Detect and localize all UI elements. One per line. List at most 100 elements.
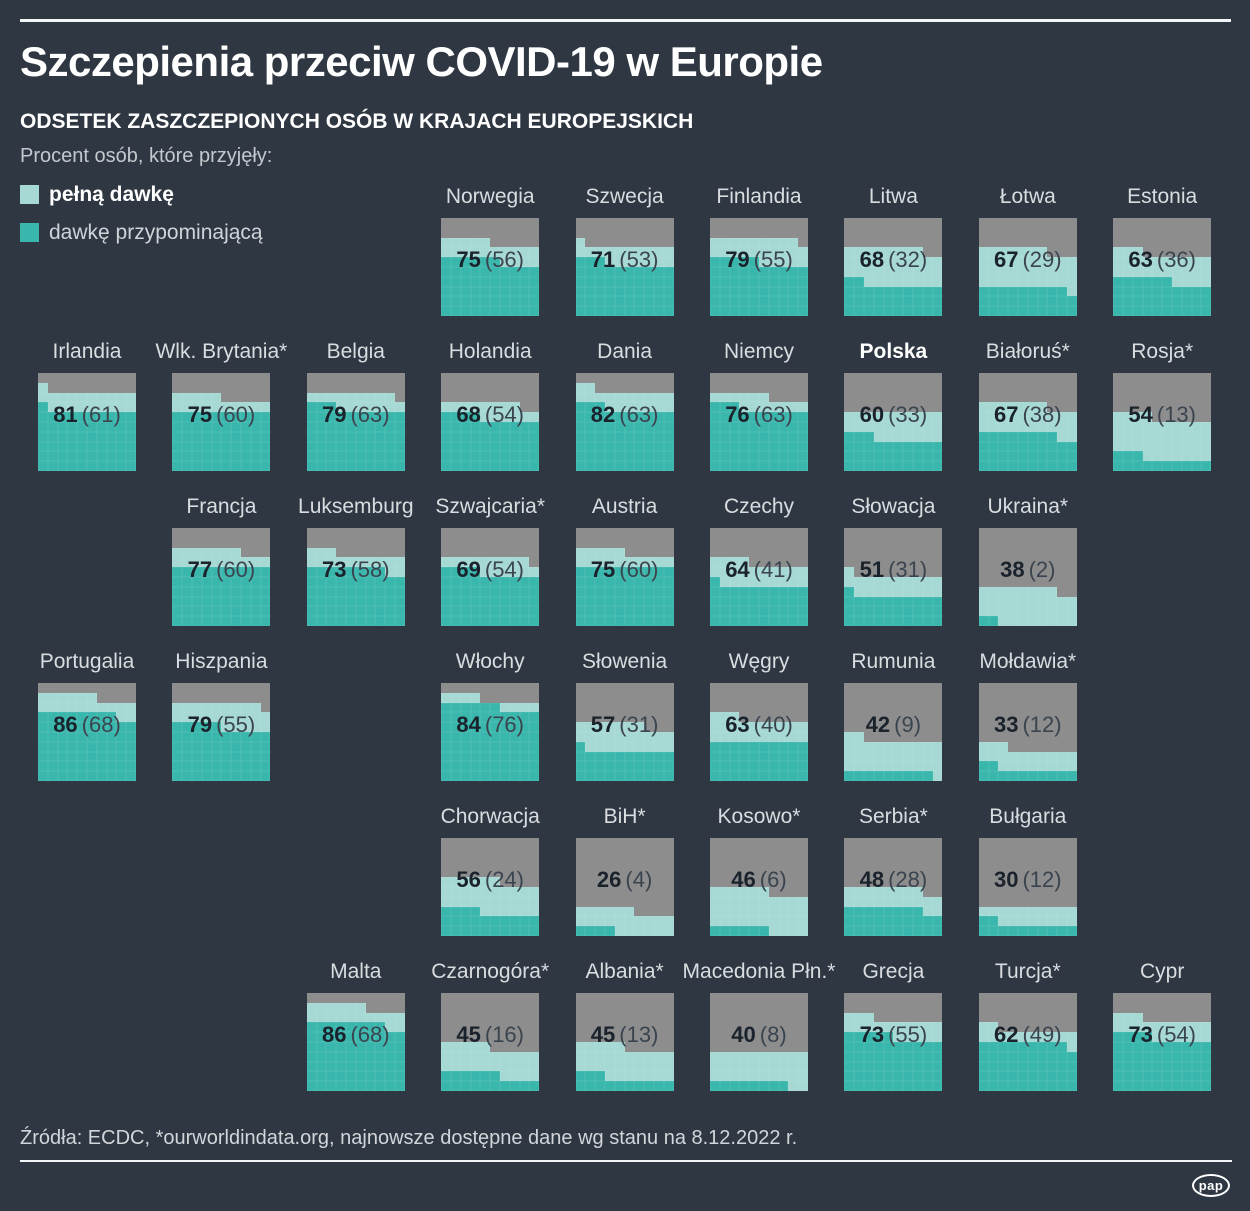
- waffle-cell: [1017, 1012, 1028, 1023]
- waffle-cell: [490, 451, 500, 462]
- waffle-cell: [873, 237, 884, 248]
- waffle-cell: [490, 596, 500, 607]
- waffle-cell: [1017, 451, 1028, 462]
- waffle-cell: [470, 431, 481, 442]
- waffle-cell: [1057, 306, 1067, 316]
- waffle-cell: [499, 926, 510, 936]
- waffle-cell: [1152, 461, 1163, 471]
- waffle-cell: [1027, 382, 1038, 393]
- waffle-cell: [1066, 887, 1077, 897]
- waffle-cell: [644, 916, 654, 927]
- waffle-cell: [47, 451, 58, 462]
- waffle-cell: [998, 596, 1009, 607]
- waffle-cell: [883, 916, 894, 927]
- waffle-cell: [460, 1071, 471, 1082]
- waffle-cell: [1171, 422, 1182, 432]
- booster-value: 29: [1022, 247, 1061, 272]
- waffle-cell: [998, 1012, 1009, 1023]
- waffle-cell: [624, 857, 635, 868]
- waffle-cell: [595, 606, 605, 617]
- waffle-cell: [988, 461, 999, 471]
- waffle-cell: [519, 296, 530, 307]
- waffle-cell: [1008, 296, 1018, 307]
- waffle-cell: [788, 1042, 799, 1052]
- waffle-cell: [1066, 1051, 1077, 1062]
- waffle-cell: [1027, 916, 1038, 927]
- waffle-cell: [595, 877, 605, 887]
- waffle-cell: [316, 1081, 327, 1091]
- waffle-cell: [998, 1032, 1009, 1042]
- waffle-cell: [450, 577, 461, 587]
- waffle-cell: [231, 392, 241, 403]
- waffle-chart: [978, 528, 1077, 626]
- waffle-cell: [729, 926, 740, 936]
- waffle-cell: [250, 722, 261, 732]
- waffle-cell: [126, 692, 136, 703]
- waffle-cell: [922, 906, 933, 917]
- waffle-cell: [1066, 1032, 1077, 1042]
- waffle-cell: [385, 402, 395, 413]
- waffle-cell: [1008, 392, 1018, 403]
- waffle-cell: [1017, 887, 1028, 897]
- waffle-cell: [759, 528, 769, 538]
- waffle-cell: [634, 296, 645, 307]
- waffle-cell: [1027, 461, 1038, 471]
- waffle-cell: [231, 751, 241, 762]
- waffle-cell: [1037, 441, 1048, 452]
- waffle-cell: [749, 547, 759, 558]
- waffle-cell: [614, 431, 625, 442]
- waffle-cell: [978, 993, 989, 1003]
- waffle-cell: [450, 237, 461, 248]
- waffle-cell: [441, 761, 451, 772]
- waffle-cell: [57, 412, 68, 422]
- waffle-chart: [978, 373, 1077, 471]
- waffle-cell: [1027, 751, 1038, 762]
- waffle-cell: [1181, 1071, 1192, 1082]
- waffle-cell: [87, 382, 97, 393]
- waffle-cell: [778, 1071, 789, 1082]
- waffle-cell: [1037, 267, 1048, 277]
- waffle-cell: [460, 537, 471, 548]
- waffle-cell: [1162, 373, 1172, 383]
- waffle-cell: [460, 1042, 471, 1052]
- waffle-cell: [729, 247, 740, 258]
- waffle-cell: [788, 741, 799, 752]
- waffle-cell: [250, 451, 261, 462]
- waffle-cell: [1201, 461, 1212, 471]
- waffle-cell: [614, 877, 625, 887]
- waffle-cell: [932, 422, 943, 432]
- waffle-cell: [653, 547, 664, 558]
- waffle-cell: [575, 441, 586, 452]
- waffle-cell: [480, 1022, 491, 1033]
- waffle-cell: [710, 702, 720, 713]
- waffle-cell: [529, 616, 540, 626]
- waffle-cell: [1057, 702, 1067, 713]
- waffle-cell: [585, 247, 596, 258]
- waffle-cell: [450, 1081, 461, 1091]
- waffle-cell: [470, 683, 481, 693]
- waffle-cell: [749, 887, 759, 897]
- waffle-cell: [1008, 306, 1018, 316]
- waffle-cell: [644, 373, 654, 383]
- waffle-cell: [729, 537, 740, 548]
- waffle-cell: [326, 412, 337, 422]
- waffle-cell: [355, 577, 366, 587]
- waffle-cell: [768, 702, 779, 713]
- waffle-cell: [231, 771, 241, 781]
- waffle-cell: [326, 1071, 337, 1082]
- waffle-cell: [604, 1032, 615, 1042]
- waffle-cell: [798, 993, 808, 1003]
- waffle-cell: [922, 237, 933, 248]
- booster-value: 55: [754, 247, 793, 272]
- waffle-cell: [1017, 1022, 1028, 1033]
- waffle-cell: [345, 547, 356, 558]
- waffle-cell: [988, 276, 999, 287]
- waffle-cell: [345, 1061, 356, 1072]
- waffle-cell: [863, 547, 874, 558]
- waffle-cell: [87, 722, 97, 732]
- waffle-cell: [739, 847, 750, 858]
- waffle-cell: [306, 392, 317, 403]
- waffle-cell: [778, 732, 789, 742]
- waffle-cell: [978, 887, 989, 897]
- waffle-cell: [922, 557, 933, 568]
